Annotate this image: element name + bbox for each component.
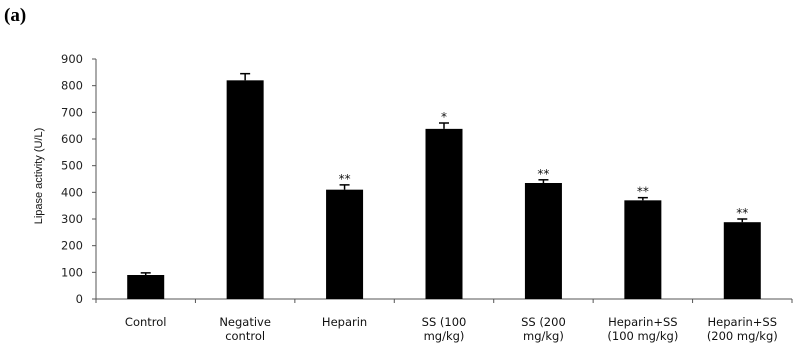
x-category-label: SS (200 <box>521 315 566 329</box>
significance-label: ** <box>339 172 351 186</box>
y-tick-label: 600 <box>61 132 83 146</box>
significance-label: ** <box>537 167 549 181</box>
bar <box>127 275 165 299</box>
bar <box>326 189 364 299</box>
x-category-label: control <box>225 329 265 343</box>
bars: ********* <box>127 72 761 299</box>
significance-label: ** <box>736 206 748 220</box>
bar <box>624 200 662 299</box>
x-category-label: Heparin+SS <box>708 315 778 329</box>
bar <box>226 80 264 299</box>
y-tick-label: 500 <box>61 159 83 173</box>
y-axis-label: Lipase activity (U/L) <box>33 128 45 225</box>
y-tick-label: 200 <box>61 239 83 253</box>
bar <box>425 128 463 299</box>
bar <box>723 222 761 299</box>
y-tick-label: 800 <box>61 79 83 93</box>
panel-label: (a) <box>4 5 27 26</box>
x-category-label: (200 mg/kg) <box>707 329 778 343</box>
significance-label: * <box>441 110 447 124</box>
y-tick-label: 400 <box>61 185 83 199</box>
x-category-label: Negative <box>219 315 271 329</box>
y-tick-label: 700 <box>61 105 83 119</box>
x-category-label: mg/kg) <box>424 329 465 343</box>
x-category-label: SS (100 <box>422 315 467 329</box>
significance-label: ** <box>637 185 649 199</box>
y-tick-label: 0 <box>76 292 83 306</box>
x-category-label: mg/kg) <box>523 329 564 343</box>
x-category-label: Control <box>125 315 167 329</box>
bar <box>524 183 562 299</box>
x-category-label: Heparin+SS <box>608 315 678 329</box>
y-tick-label: 300 <box>61 212 83 226</box>
x-category-label: Heparin <box>322 315 367 329</box>
x-category-label: (100 mg/kg) <box>607 329 678 343</box>
y-tick-label: 900 <box>61 52 83 66</box>
y-tick-label: 100 <box>61 265 83 279</box>
